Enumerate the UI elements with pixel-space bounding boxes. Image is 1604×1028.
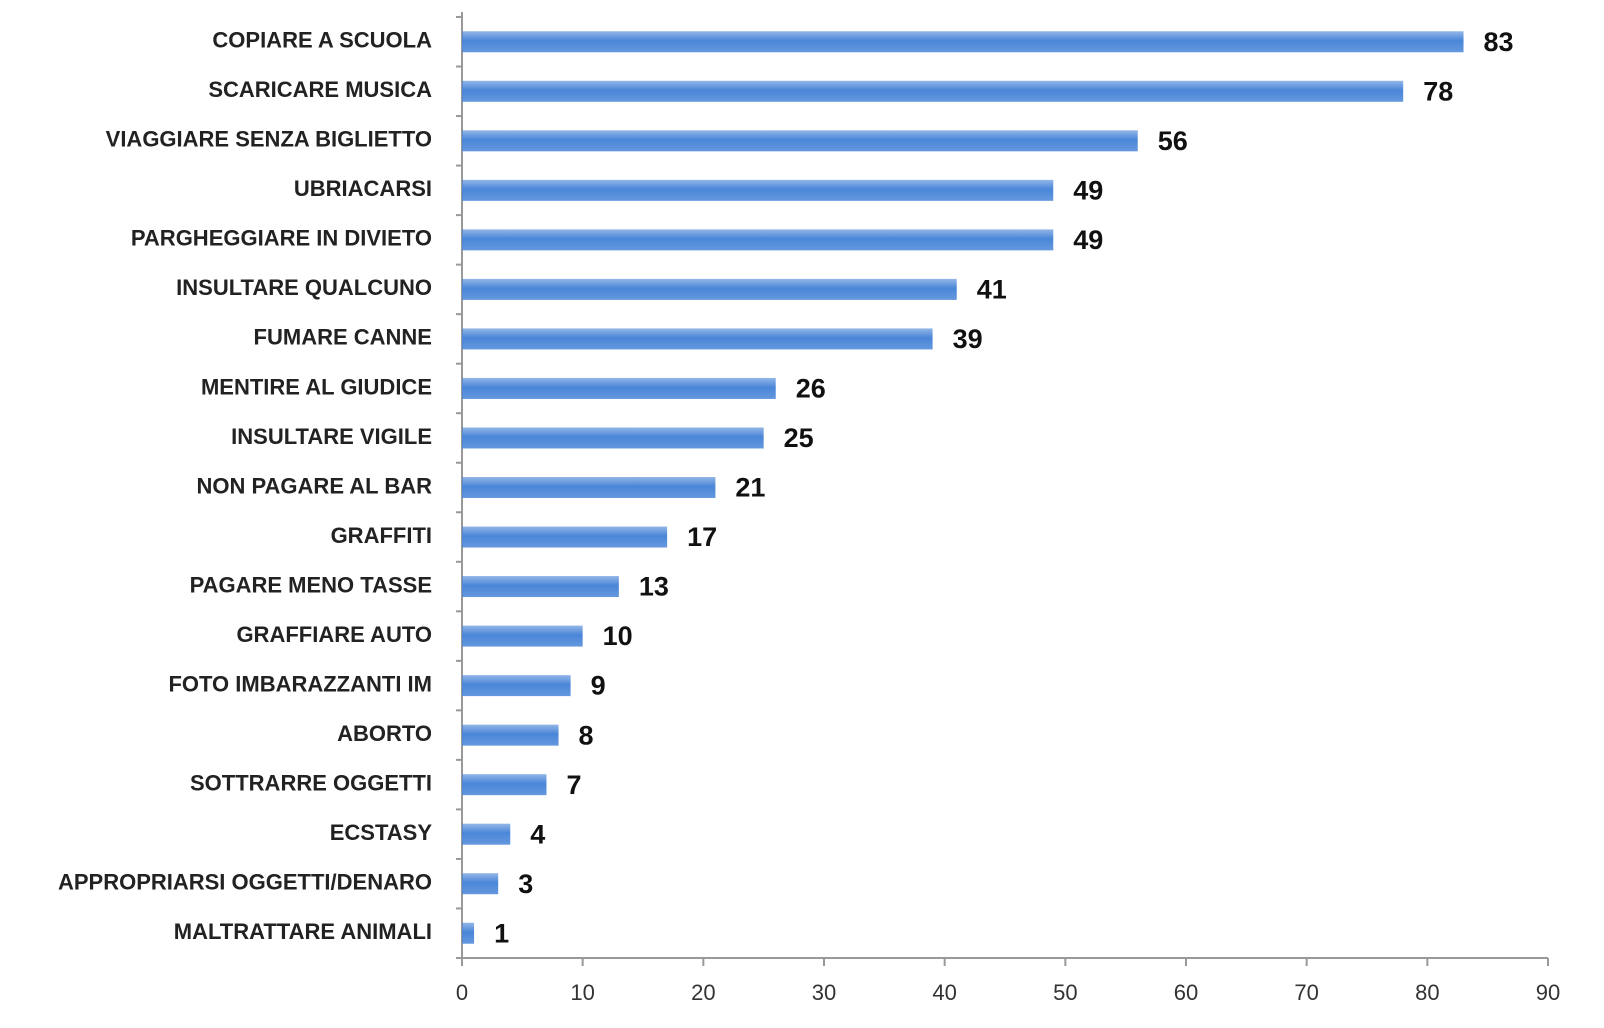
bar: [462, 526, 668, 548]
x-tick-label: 50: [1053, 980, 1077, 1005]
y-tick-label: APPROPRIARSI OGGETTI/DENARO: [58, 870, 432, 895]
y-tick-label: NON PAGARE AL BAR: [197, 473, 433, 498]
bar: [462, 130, 1138, 152]
bar: [462, 377, 776, 399]
y-tick-label: SCARICARE MUSICA: [208, 77, 432, 102]
data-label: 8: [579, 720, 594, 750]
x-tick-label: 40: [932, 980, 956, 1005]
y-tick-label: FOTO IMBARAZZANTI IM: [168, 671, 432, 696]
bar: [462, 31, 1464, 53]
y-tick-label: PARGHEGGIARE IN DIVIETO: [131, 226, 432, 251]
x-tick-label: 80: [1415, 980, 1439, 1005]
bar: [462, 922, 475, 944]
bar: [462, 724, 559, 746]
x-tick-label: 70: [1294, 980, 1318, 1005]
data-label: 17: [687, 522, 717, 552]
x-tick-label: 20: [691, 980, 715, 1005]
data-label: 21: [735, 473, 765, 503]
data-label: 7: [566, 770, 581, 800]
x-tick-label: 90: [1536, 980, 1560, 1005]
y-tick-label: FUMARE CANNE: [254, 325, 432, 350]
data-label: 78: [1423, 76, 1453, 106]
data-label: 1: [494, 918, 509, 948]
data-label: 41: [977, 275, 1007, 305]
bar: [462, 229, 1054, 251]
y-tick-label: INSULTARE QUALCUNO: [176, 275, 432, 300]
data-label: 56: [1158, 126, 1188, 156]
y-tick-label: MENTIRE AL GIUDICE: [201, 374, 432, 399]
data-label: 26: [796, 374, 826, 404]
bar: [462, 80, 1404, 102]
data-label: 49: [1073, 225, 1103, 255]
bar: [462, 823, 511, 845]
y-tick-label: VIAGGIARE SENZA BIGLIETTO: [106, 127, 432, 152]
y-tick-label: GRAFFIARE AUTO: [236, 622, 432, 647]
data-label: 4: [530, 819, 545, 849]
y-tick-label: PAGARE MENO TASSE: [190, 572, 432, 597]
data-label: 13: [639, 572, 669, 602]
bar: [462, 427, 764, 449]
data-label: 9: [591, 671, 606, 701]
bar: [462, 179, 1054, 201]
bar: [462, 625, 583, 647]
x-tick-label: 30: [812, 980, 836, 1005]
x-tick-label: 0: [456, 980, 468, 1005]
bar: [462, 576, 619, 598]
y-tick-label: ECSTASY: [330, 820, 433, 845]
y-tick-label: SOTTRARRE OGGETTI: [190, 770, 432, 795]
data-label: 83: [1484, 27, 1514, 57]
y-tick-label: INSULTARE VIGILE: [231, 424, 432, 449]
y-tick-label: COPIARE A SCUOLA: [212, 28, 432, 53]
bar: [462, 873, 499, 895]
bar: [462, 328, 933, 350]
bar: [462, 774, 547, 796]
data-label: 10: [603, 621, 633, 651]
data-label: 49: [1073, 175, 1103, 205]
y-tick-label: GRAFFITI: [331, 523, 432, 548]
bar: [462, 477, 716, 498]
bar: [462, 675, 571, 697]
x-tick-label: 10: [570, 980, 594, 1005]
y-tick-label: MALTRATTARE ANIMALI: [174, 919, 432, 944]
data-label: 3: [518, 869, 533, 899]
x-tick-label: 60: [1174, 980, 1198, 1005]
bar: [462, 278, 957, 300]
y-tick-label: UBRIACARSI: [294, 176, 432, 201]
data-label: 25: [784, 423, 814, 453]
y-tick-label: ABORTO: [337, 721, 432, 746]
data-label: 39: [953, 324, 983, 354]
